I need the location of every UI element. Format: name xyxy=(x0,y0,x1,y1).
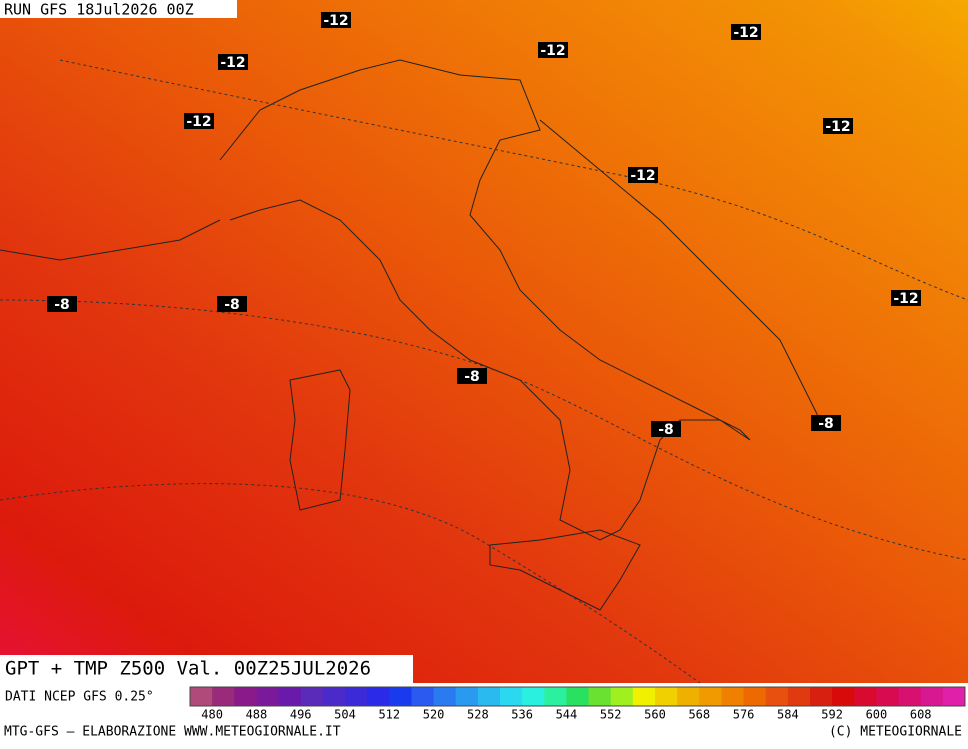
colorbar-swatch xyxy=(300,687,324,706)
colorbar-swatch xyxy=(721,687,745,706)
contour-label: -8 xyxy=(54,297,70,313)
colorbar-swatch xyxy=(810,687,833,706)
colorbar-swatch xyxy=(389,687,412,706)
colorbar-tick-label: 576 xyxy=(733,708,755,722)
colorbar-swatch xyxy=(256,687,280,706)
colorbar-tick-label: 528 xyxy=(467,708,489,722)
colorbar-swatch xyxy=(854,687,877,706)
contour-label-box xyxy=(651,421,681,437)
colorbar-swatch xyxy=(345,687,368,706)
title-box xyxy=(0,655,413,683)
colorbar-swatch xyxy=(876,687,900,706)
contour-label-box xyxy=(217,296,247,312)
colorbar-swatch xyxy=(610,687,634,706)
contour-label: -8 xyxy=(224,297,240,313)
colorbar-tick-label: 584 xyxy=(777,708,799,722)
colorbar-tick-label: 496 xyxy=(290,708,312,722)
footer-left: MTG-GFS — ELABORAZIONE WWW.METEOGIORNALE… xyxy=(4,725,341,740)
coastlines xyxy=(0,59,821,611)
colorbar-swatch xyxy=(832,687,855,706)
colorbar-swatch xyxy=(477,687,501,706)
contour-label-box xyxy=(538,42,568,58)
contour-label: -12 xyxy=(220,55,245,71)
colorbar-tick-label: 512 xyxy=(378,708,400,722)
contour-label-box xyxy=(628,167,658,183)
colorbar-swatch xyxy=(588,687,612,706)
colorbar-tick-label: 536 xyxy=(511,708,533,722)
colorbar-swatch xyxy=(699,687,722,706)
contour-label: -12 xyxy=(733,25,758,41)
colorbar-swatch xyxy=(566,687,590,706)
colorbar-tick-label: 560 xyxy=(644,708,666,722)
colorbar-swatch xyxy=(677,687,700,706)
contour-label: -12 xyxy=(630,168,655,184)
colorbar-swatch xyxy=(743,687,767,706)
colorbar-swatch xyxy=(190,687,213,706)
colorbar-swatch xyxy=(411,687,435,706)
colorbar-swatch xyxy=(367,687,390,706)
footer-right: (C) METEOGIORNALE xyxy=(829,725,962,740)
contour-label: -8 xyxy=(818,416,834,432)
colorbar-tick-label: 480 xyxy=(201,708,223,722)
contour-label: -8 xyxy=(464,369,480,385)
colorbar-tick-label: 608 xyxy=(910,708,932,722)
contour-label: -8 xyxy=(658,422,674,438)
contour-label: -12 xyxy=(825,119,850,135)
colorbar-swatch xyxy=(455,687,479,706)
colorbar-tick-label: 600 xyxy=(866,708,888,722)
colorbar-tick-label: 520 xyxy=(423,708,445,722)
colorbar-tick-label: 568 xyxy=(688,708,710,722)
colorbar-swatch xyxy=(655,687,678,706)
colorbar-swatch xyxy=(322,687,346,706)
colorbar-swatch xyxy=(234,687,257,706)
colorbar-tick-label: 592 xyxy=(821,708,843,722)
run-label: RUN GFS 18Jul2026 00Z xyxy=(4,1,194,19)
colorbar-swatch xyxy=(942,687,966,706)
colorbar-swatch xyxy=(920,687,944,706)
contour-label-box xyxy=(731,24,761,40)
contour-label-box xyxy=(218,54,248,70)
header-box xyxy=(0,0,237,18)
contour-label: -12 xyxy=(540,43,565,59)
contour-label-box xyxy=(891,290,921,306)
contour-label-box xyxy=(184,113,214,129)
colorbar-swatch xyxy=(278,687,302,706)
colorbar-swatch xyxy=(500,687,523,706)
colorbar-swatch xyxy=(433,687,457,706)
contour-label-box xyxy=(457,368,487,384)
colorbar-frame xyxy=(189,686,966,707)
colorbar-tick-label: 544 xyxy=(556,708,578,722)
colorbar-swatch xyxy=(212,687,235,706)
contour-label: -12 xyxy=(186,114,211,130)
colorbar-swatch xyxy=(787,687,811,706)
colorbar-tick-label: 504 xyxy=(334,708,356,722)
contour-label-box xyxy=(321,12,351,28)
colorbar-tick-label: 488 xyxy=(246,708,268,722)
colorbar-swatch xyxy=(522,687,545,706)
colorbar-swatch xyxy=(632,687,656,706)
source-label: DATI NCEP GFS 0.25° xyxy=(5,690,154,705)
map-title: GPT + TMP Z500 Val. 00Z25JUL2026 xyxy=(5,658,371,680)
map-field xyxy=(0,0,968,683)
contour-label: -12 xyxy=(893,291,918,307)
contour-label-box xyxy=(811,415,841,431)
contour-label: -12 xyxy=(323,13,348,29)
isotherms xyxy=(0,59,968,684)
colorbar-tick-label: 552 xyxy=(600,708,622,722)
colorbar-swatch xyxy=(765,687,789,706)
colorbar-swatch xyxy=(544,687,567,706)
colorbar-swatch xyxy=(898,687,922,706)
contour-label-box xyxy=(823,118,853,134)
contour-label-box xyxy=(47,296,77,312)
